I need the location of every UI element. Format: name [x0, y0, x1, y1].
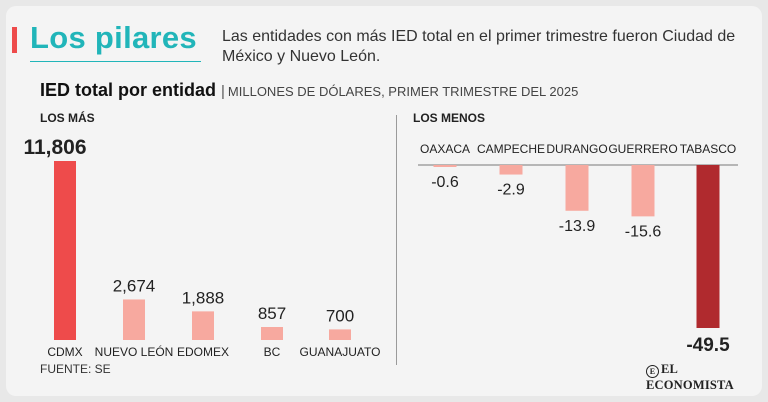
bar-value-label: 700: [326, 306, 354, 325]
bar-value-label: -2.9: [497, 182, 525, 199]
bar-3: [261, 327, 283, 340]
category-label: GUANAJUATO: [300, 345, 381, 359]
chart-unit-label: MILLONES DE DÓLARES, PRIMER TRIMESTRE DE…: [227, 84, 579, 99]
bar-value-label: 1,888: [182, 288, 225, 307]
bar-1: [499, 165, 523, 175]
section-label-bottom: LOS MENOS: [413, 111, 486, 125]
brand-icon: E: [646, 365, 659, 378]
bar-value-label: -49.5: [686, 335, 730, 356]
page-title: Los pilares: [30, 20, 197, 55]
bar-2: [565, 165, 589, 211]
chart-title: IED total por entidad | MILLONES DE DÓLARE…: [40, 80, 578, 101]
bar-4: [696, 165, 720, 328]
category-label: EDOMEX: [177, 345, 229, 359]
brand-name: EL ECONOMISTA: [646, 362, 734, 392]
bar-3: [631, 165, 655, 217]
brand-logo: E EL ECONOMISTA: [646, 362, 768, 393]
bar-1: [123, 299, 145, 340]
section-label-top: LOS MÁS: [40, 111, 95, 125]
chart-title-main: IED total por entidad: [40, 80, 217, 100]
chart-title-separator: |: [221, 83, 225, 100]
bar-value-label: -15.6: [625, 223, 662, 240]
category-label: OAXACA: [420, 142, 470, 156]
bar-value-label: 857: [258, 304, 286, 323]
category-label: CAMPECHE: [477, 142, 545, 156]
title-accent-bar: [12, 27, 17, 53]
bar-0: [433, 165, 457, 167]
bar-0: [54, 161, 76, 340]
category-label: DURANGO: [546, 142, 607, 156]
category-label: NUEVO LEÓN: [95, 344, 174, 359]
section-divider: [396, 115, 397, 365]
bar-4: [329, 329, 351, 340]
bar-2: [192, 311, 214, 340]
bar-value-label: 2,674: [113, 276, 156, 295]
bar-value-label: 11,806: [23, 136, 86, 159]
title-underline: [30, 61, 201, 62]
source-note: FUENTE: SE: [40, 362, 111, 376]
category-label: GUERRERO: [608, 142, 677, 156]
category-label: TABASCO: [680, 142, 736, 156]
bar-value-label: -0.6: [431, 174, 459, 191]
category-label: BC: [264, 345, 281, 359]
page-subtitle: Las entidades con más IED total en el pr…: [222, 28, 736, 65]
bar-value-label: -13.9: [559, 218, 596, 235]
category-label: CDMX: [47, 345, 82, 359]
